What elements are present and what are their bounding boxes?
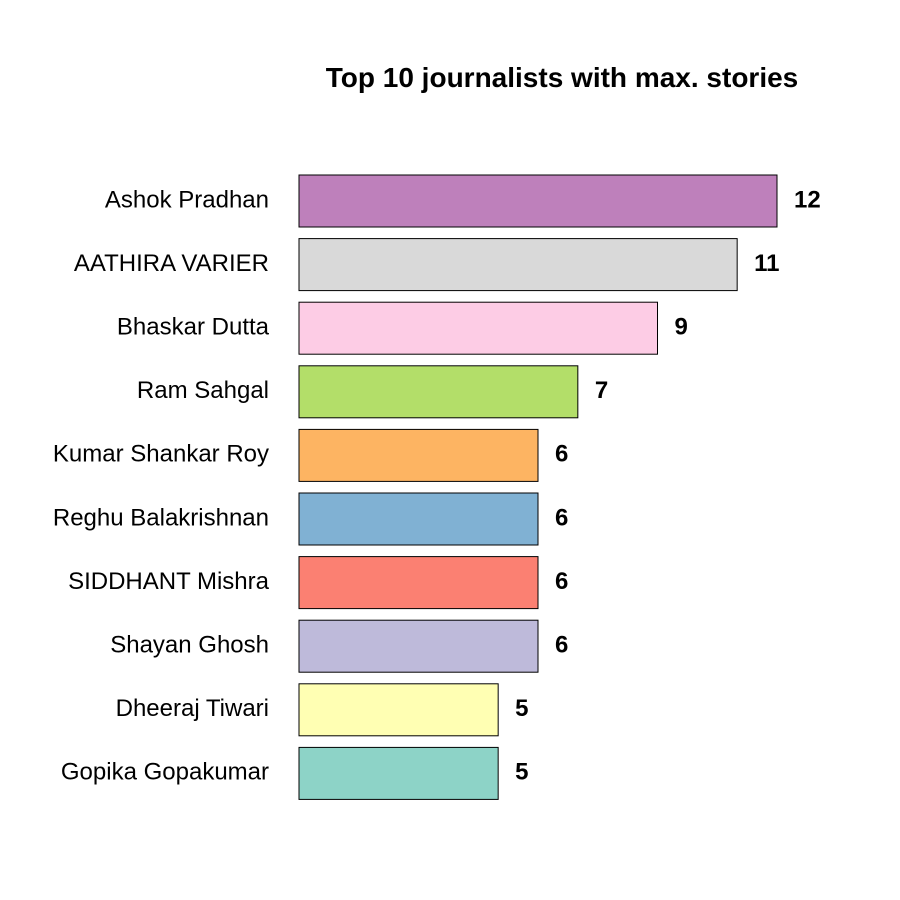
value-label: 11 <box>754 250 779 277</box>
category-label: SIDDHANT Mishra <box>68 568 270 595</box>
category-labels-group: Ashok Pradhan AATHIRA VARIER Bhaskar Dutta… <box>53 186 270 785</box>
value-label: 7 <box>595 377 608 404</box>
bar <box>298 174 778 228</box>
category-label: AATHIRA VARIER <box>74 250 269 277</box>
value-label: 9 <box>675 314 688 341</box>
bar <box>298 619 539 673</box>
bar <box>298 556 539 610</box>
category-label: Shayan Ghosh <box>110 632 269 659</box>
value-label: 6 <box>555 632 568 659</box>
bar <box>298 746 499 800</box>
bar <box>298 683 499 737</box>
bar <box>298 365 579 419</box>
value-label: 5 <box>515 759 528 786</box>
value-label: 6 <box>555 568 568 595</box>
category-label: Ram Sahgal <box>137 377 269 404</box>
category-label: Ashok Pradhan <box>105 186 269 213</box>
category-label: Dheeraj Tiwari <box>116 695 269 722</box>
bar <box>298 492 539 546</box>
value-label: 5 <box>515 695 528 722</box>
value-label: 6 <box>555 504 568 531</box>
category-label: Kumar Shankar Roy <box>53 441 269 468</box>
value-label: 6 <box>555 441 568 468</box>
bar <box>298 301 658 355</box>
category-label: Bhaskar Dutta <box>117 314 270 341</box>
value-label: 12 <box>794 186 821 213</box>
category-label: Reghu Balakrishnan <box>53 504 269 531</box>
value-labels-group: 12 11 9 7 6 6 6 6 5 5 <box>515 186 821 785</box>
chart-title: Top 10 journalists with max. stories <box>326 62 799 93</box>
bar <box>298 238 738 292</box>
bar <box>298 428 539 482</box>
category-label: Gopika Gopakumar <box>61 759 269 786</box>
bars-group <box>298 174 778 800</box>
